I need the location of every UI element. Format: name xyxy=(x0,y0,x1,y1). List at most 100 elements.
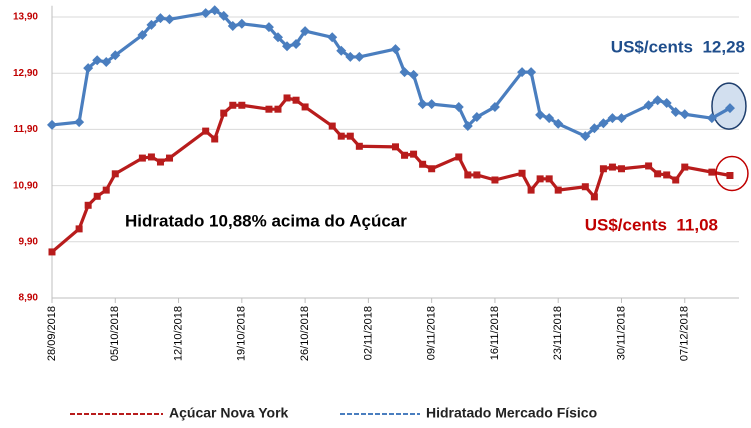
point xyxy=(238,101,246,109)
point xyxy=(146,19,157,30)
point xyxy=(220,109,228,117)
point xyxy=(327,32,338,43)
x-tick-label: 12/10/2018 xyxy=(172,306,184,361)
y-tick-label: 8,90 xyxy=(19,293,39,304)
point xyxy=(672,176,680,184)
point xyxy=(518,169,526,177)
point xyxy=(408,69,419,80)
point xyxy=(554,186,562,194)
y-tick-label: 11,90 xyxy=(14,124,39,135)
y-tick-label: 9,90 xyxy=(19,236,39,247)
point xyxy=(489,101,500,112)
point xyxy=(137,30,148,41)
point xyxy=(419,160,427,168)
point xyxy=(300,26,311,37)
point xyxy=(291,39,302,50)
point xyxy=(274,105,282,113)
x-tick-label: 07/12/2018 xyxy=(679,306,691,361)
point xyxy=(681,163,689,171)
point xyxy=(211,135,219,143)
point xyxy=(272,32,283,43)
point xyxy=(527,186,535,194)
point xyxy=(471,112,482,123)
point xyxy=(608,163,616,171)
annotation: US$/cents 12,28 xyxy=(611,37,745,56)
x-tick-label: 16/11/2018 xyxy=(489,306,501,360)
point xyxy=(156,158,164,166)
point xyxy=(229,101,237,109)
point xyxy=(679,109,690,120)
point xyxy=(428,165,436,173)
point xyxy=(726,172,734,180)
x-tick-label: 19/10/2018 xyxy=(236,306,248,361)
point xyxy=(645,162,653,170)
point xyxy=(147,153,155,161)
point xyxy=(607,113,618,124)
point xyxy=(155,13,166,24)
point xyxy=(328,122,336,130)
point xyxy=(724,103,735,114)
annotation: US$/cents 11,08 xyxy=(585,215,718,234)
point xyxy=(75,225,83,233)
point xyxy=(553,118,564,129)
point xyxy=(282,41,293,52)
point xyxy=(410,150,418,158)
x-tick-label: 30/11/2018 xyxy=(615,306,627,360)
point xyxy=(598,118,609,129)
point xyxy=(617,165,625,173)
point xyxy=(453,101,464,112)
point xyxy=(227,21,238,32)
point xyxy=(83,63,94,74)
point xyxy=(464,171,472,179)
annotation: Hidratado 10,88% acima do Açúcar xyxy=(125,211,407,230)
y-tick-label: 13,90 xyxy=(13,12,38,23)
y-tick-label: 12,90 xyxy=(13,68,38,79)
legend-label: Hidratado Mercado Físico xyxy=(426,405,597,421)
point xyxy=(643,100,654,111)
point xyxy=(590,193,598,201)
point xyxy=(654,170,662,178)
point xyxy=(292,96,300,104)
point xyxy=(283,94,291,102)
point xyxy=(263,22,274,33)
point xyxy=(346,132,354,140)
point xyxy=(48,248,56,256)
point xyxy=(101,56,112,67)
y-tick-label: 10,90 xyxy=(13,180,38,191)
x-tick-label: 28/09/2018 xyxy=(46,306,58,361)
point xyxy=(455,153,463,161)
point xyxy=(706,113,717,124)
point xyxy=(545,175,553,183)
highlight xyxy=(715,155,749,192)
point xyxy=(355,142,363,150)
point xyxy=(417,99,428,110)
point xyxy=(399,67,410,78)
point xyxy=(426,99,437,110)
point xyxy=(200,8,211,19)
point xyxy=(581,183,589,191)
point xyxy=(473,171,481,179)
point xyxy=(236,18,247,29)
point xyxy=(102,186,110,194)
point xyxy=(708,168,716,176)
point xyxy=(526,67,537,78)
x-tick-label: 09/11/2018 xyxy=(426,306,438,360)
point xyxy=(92,55,103,66)
point xyxy=(265,105,273,113)
point xyxy=(218,10,229,21)
point xyxy=(390,44,401,55)
point xyxy=(544,113,555,124)
point xyxy=(491,176,499,184)
point xyxy=(209,5,220,16)
point xyxy=(661,98,672,109)
point xyxy=(345,51,356,62)
point xyxy=(354,51,365,62)
point xyxy=(535,109,546,120)
point xyxy=(74,117,85,128)
point xyxy=(166,154,174,162)
point xyxy=(616,113,627,124)
point xyxy=(336,45,347,56)
point xyxy=(93,192,101,200)
x-tick-label: 02/11/2018 xyxy=(362,306,374,360)
point xyxy=(301,103,309,111)
